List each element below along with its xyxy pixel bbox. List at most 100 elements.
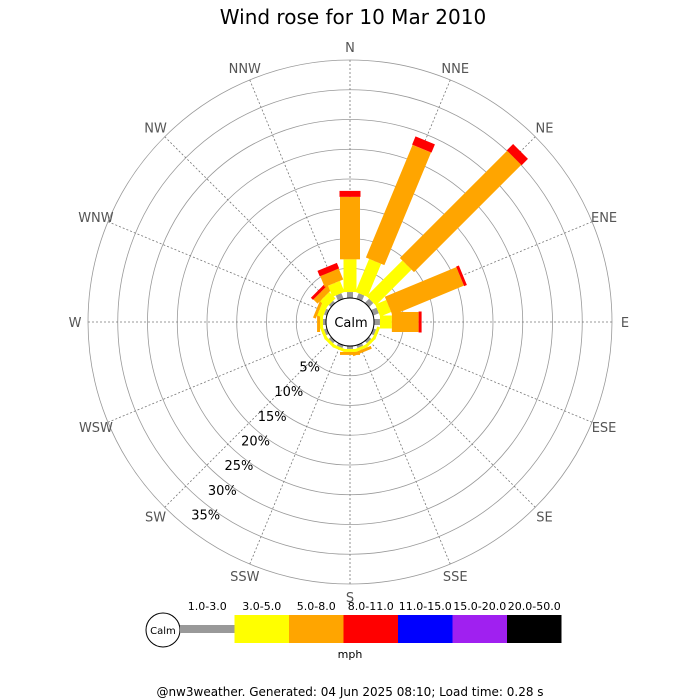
bar-se [364,336,376,348]
bar-segment-nw-0 [328,300,336,308]
bar-segment-e-3 [418,311,422,333]
bar-nne [355,136,435,301]
direction-labels: N NNE NE ENE E ESE SE SSE S SSW SW WSW W WNW NW NNW [69,41,630,606]
bar-segment-ne-2 [399,150,522,273]
calm-ring [325,297,375,347]
bar-segment-n-3 [339,190,361,197]
bar-segment-ese-1 [372,326,381,340]
speed-legend: Calm 1.0-3.0 3.0-5.0 5.0-8.0 8.0-11.0 11.0-1… [145,600,562,648]
legend-units: mph [338,648,363,661]
wind-bars [310,136,528,357]
bar-segment-nnw-3 [317,262,340,277]
footer-text: @nw3weather. Generated: 04 Jun 2025 08:1… [156,685,543,699]
legend-label-2: 5.0-8.0 [297,600,336,613]
bar-segment-e-2 [391,312,419,332]
bar-s [340,346,360,355]
bar-ssw [332,343,346,353]
bar-segment-nne-1 [355,258,382,297]
percent-label-10: 10% [274,385,303,400]
bar-ne [364,144,528,308]
percent-label-30: 30% [208,484,237,499]
bar-segment-s-1 [343,348,357,352]
bar-segment-sse-1 [354,344,368,353]
bar-segment-w-0 [323,319,326,325]
bar-segment-nne-2 [365,144,432,266]
bar-segment-s-0 [347,346,353,349]
percent-label-5: 5% [299,361,320,376]
bar-segment-ene-3 [456,265,467,287]
bar-ese [371,326,381,340]
bar-segment-nnw-1 [327,280,345,297]
direction-label-ese: ESE [592,421,617,436]
legend-calm-label: Calm [150,626,176,637]
bar-segment-w-2 [317,312,321,332]
grid-circle [206,178,494,466]
direction-label-ssw: SSW [230,570,260,585]
legend-swatch-5 [452,615,507,643]
percent-label-20: 20% [241,435,270,450]
direction-label-sse: SSE [443,570,468,585]
chart-title: Wind rose for 10 Mar 2010 [220,5,486,29]
legend-swatch-6 [507,615,562,643]
direction-label-nw: NW [144,122,167,137]
legend-label-4: 11.0-15.0 [399,600,452,613]
legend-swatch-4 [398,615,453,643]
bar-segment-e-0 [374,319,380,325]
bar-segment-ene-1 [375,299,392,317]
bar-segment-se-1 [364,336,376,348]
percent-label-25: 25% [224,459,253,474]
grid-circle [147,119,553,525]
direction-label-sw: SW [145,510,166,525]
bar-segment-w-1 [320,315,324,329]
bar-segment-e-1 [379,315,392,329]
bar-segment-ene-2 [384,267,464,316]
direction-label-se: SE [536,510,552,525]
direction-label-nnw: NNW [229,62,261,77]
bar-segment-sw-1 [324,336,336,348]
bar-segment-ne-3 [506,144,528,166]
direction-label-nne: NNE [441,62,469,77]
bar-wsw [319,326,329,340]
bar-nnw [317,262,345,301]
bar-segment-n-0 [347,292,353,298]
calm-label: Calm [334,316,367,331]
bar-sw [324,336,336,348]
legend-label-1: 3.0-5.0 [242,600,281,613]
bar-segment-sw-0 [328,336,336,344]
percent-label-35: 35% [191,509,220,524]
legend-label-0: 1.0-3.0 [188,600,227,613]
bar-segment-n-1 [343,259,357,293]
direction-label-wnw: WNW [78,211,114,226]
bar-w [317,312,326,332]
bar-segment-se-0 [364,336,372,344]
bar-segment-ssw-0 [336,343,344,349]
bar-wnw [313,299,329,319]
legend-swatch-0 [180,625,235,633]
legend-label-6: 20.0-50.0 [508,600,561,613]
bar-segment-ne-1 [366,260,412,306]
bar-segment-wnw-1 [317,303,328,318]
bar-segment-ssw-1 [332,344,346,353]
direction-label-ne: NE [535,122,553,137]
bar-n [339,190,361,298]
bar-segment-n-2 [340,196,360,260]
bar-segment-wsw-1 [319,326,328,340]
bar-segment-nw-2 [313,285,332,304]
legend-label-3: 8.0-11.0 [348,600,394,613]
bar-segment-nne-3 [412,136,435,153]
legend-label-5: 15.0-20.0 [453,600,506,613]
bar-segment-nnw-2 [320,268,344,288]
legend-swatch-3 [343,615,398,643]
bar-segment-s-2 [340,351,360,355]
legend-swatch-1 [234,615,289,643]
bar-segment-wsw-0 [323,328,329,336]
bar-e [374,311,422,333]
direction-label-e: E [621,316,629,331]
bar-segment-sse-0 [356,343,364,349]
percent-labels: 5% 10% 15% 20% 25% 30% 35% [191,361,320,524]
direction-label-n: N [345,41,355,56]
bar-segment-wnw-0 [323,308,329,316]
direction-label-ene: ENE [591,211,617,226]
calm-circle: Calm [325,297,375,347]
